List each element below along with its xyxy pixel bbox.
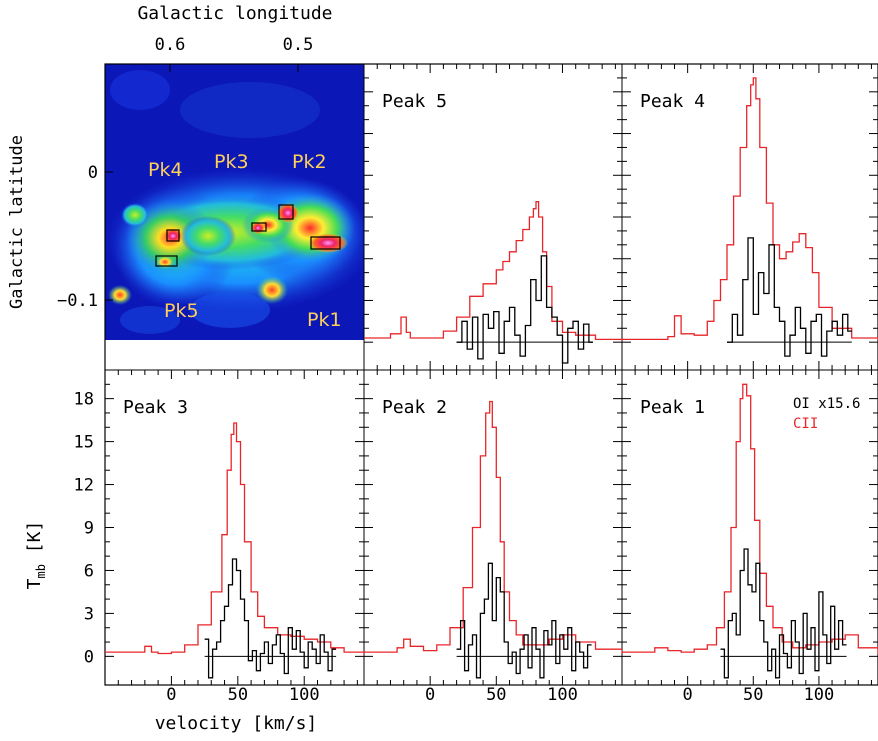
peak3-box <box>251 222 267 232</box>
map-label-pk2: Pk2 <box>292 151 327 173</box>
x-axis-label: velocity [km/s] <box>155 713 318 734</box>
spectrum-panel-5: Peak 1 0 50 100 <box>622 370 878 705</box>
y-tick-label: 6 <box>84 561 94 581</box>
figure-frame <box>104 63 878 686</box>
x-tick-label: 50 <box>486 685 506 705</box>
x-tick-label: 50 <box>228 685 248 705</box>
panel-title: Peak 5 <box>382 91 447 112</box>
cii-spectrum <box>622 77 878 341</box>
panel-title: Peak 1 <box>640 397 705 418</box>
map-ticks <box>105 64 299 301</box>
oi-spectrum <box>720 548 847 679</box>
left-tick-label-0: 0 <box>88 163 98 183</box>
map-label-pk5: Pk5 <box>164 300 199 322</box>
legend-oi: OI x15.6 <box>793 396 860 412</box>
top-tick-label-1: 0.5 <box>283 35 314 55</box>
panel-title: Peak 2 <box>382 397 447 418</box>
oi-spectrum <box>456 562 592 679</box>
panel-ticks <box>364 64 622 370</box>
peak2-box <box>278 204 294 220</box>
y-tick-label: 9 <box>84 519 94 539</box>
y-tick-label: 18 <box>74 390 94 410</box>
panel-ticks <box>622 64 878 370</box>
oi-spectrum <box>727 237 852 357</box>
spectrum-panels: Peak 5 Peak 4 Peak 3 0 50 100 0 3 6 9 12 15 18 Peak 2… <box>74 63 878 705</box>
oi-spectrum <box>204 558 337 679</box>
y-tick-label: 15 <box>74 433 94 453</box>
left-tick-label-1: −0.1 <box>57 291 98 311</box>
map-label-pk4: Pk4 <box>148 159 183 181</box>
y-axis-label: Tmb [K] <box>24 521 48 590</box>
x-tick-label: 100 <box>289 685 320 705</box>
y-tick-label: 12 <box>74 476 94 496</box>
map-labels: Pk4 Pk3 Pk2 Pk5 Pk1 <box>148 151 342 331</box>
svg-text:Tmb [K]: Tmb [K] <box>24 521 48 590</box>
panel-ticks <box>105 370 364 685</box>
spectrum-panel-3: Peak 3 0 50 100 0 3 6 9 12 15 18 <box>74 370 364 705</box>
x-tick-label: 100 <box>804 685 835 705</box>
y-tick-label: 0 <box>84 647 94 667</box>
x-tick-label: 100 <box>547 685 578 705</box>
legend-cii: CII <box>793 416 818 432</box>
oi-spectrum <box>456 255 593 364</box>
cii-spectrum <box>364 400 622 655</box>
peak1-box <box>310 236 341 250</box>
peak-boxes <box>155 204 341 267</box>
intensity-map <box>105 64 364 340</box>
cii-spectrum <box>364 201 622 342</box>
panel-ticks <box>622 370 878 685</box>
map-label-pk1: Pk1 <box>307 309 342 331</box>
top-tick-label-0: 0.6 <box>155 35 186 55</box>
peak5-box <box>155 255 178 267</box>
x-tick-label: 50 <box>743 685 763 705</box>
peak4-box <box>166 229 180 242</box>
x-tick-label: 0 <box>166 685 176 705</box>
x-tick-label: 0 <box>425 685 435 705</box>
spectrum-panel-2: Peak 4 <box>622 64 878 370</box>
panel-title: Peak 3 <box>123 397 188 418</box>
spectrum-panel-1: Peak 5 <box>364 64 622 370</box>
y-tick-label: 3 <box>84 604 94 624</box>
spectrum-panel-4: Peak 2 0 50 100 <box>364 370 622 705</box>
panel-ticks <box>364 370 622 685</box>
top-axis-title: Galactic longitude <box>137 3 332 24</box>
cii-spectrum <box>105 422 364 656</box>
map-label-pk3: Pk3 <box>214 151 249 173</box>
left-axis-title: Galactic latitude <box>7 135 27 309</box>
panel-title: Peak 4 <box>640 91 705 112</box>
x-tick-label: 0 <box>683 685 693 705</box>
cii-spectrum <box>622 383 878 655</box>
